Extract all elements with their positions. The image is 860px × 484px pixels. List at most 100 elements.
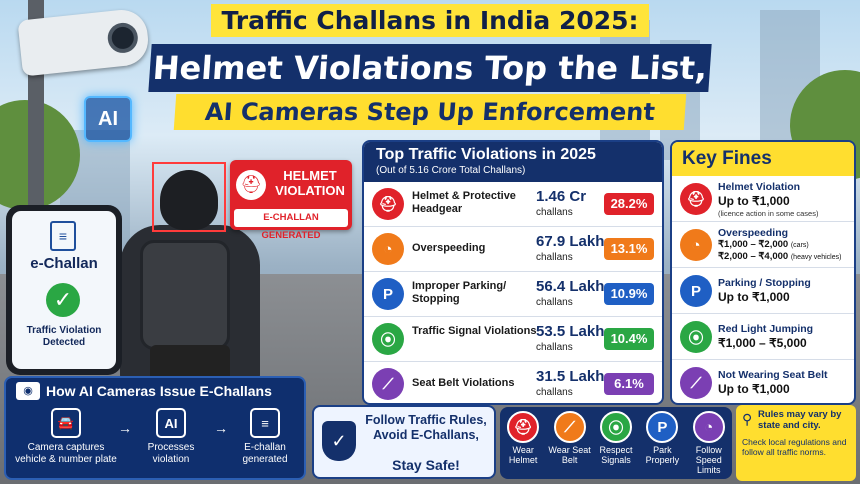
speedometer-icon: ◔	[680, 229, 712, 261]
fine-name: Not Wearing Seat Belt	[718, 369, 828, 381]
fine-note: (cars)	[790, 242, 809, 249]
ai-camera-icon	[17, 7, 151, 77]
helmet-violation-label: HELMET VIOLATION	[275, 168, 345, 198]
echallan-generated-label: E-CHALLAN GENERATED	[234, 209, 348, 241]
key-fines-title: Key Fines	[672, 142, 854, 176]
how-step: ≡ E-challan generated	[228, 408, 302, 466]
fine-row: ⛑ Helmet Violation Up to ₹1,000 (licence…	[672, 176, 854, 222]
fine-amount-heavy: ₹2,000 – ₹4,000	[718, 251, 789, 262]
seatbelt-icon: ⟋	[553, 411, 586, 443]
how-step: AI Processes violation	[136, 408, 206, 466]
helmet-icon: ⛑	[236, 170, 266, 200]
disclaimer-note: ⚲ Rules may vary by state and city. Chec…	[736, 405, 856, 481]
speedometer-icon: ◔	[372, 233, 404, 265]
traffic-light-icon: ⦿	[680, 321, 712, 353]
fine-name: Parking / Stopping	[718, 277, 811, 289]
note-body: Check local regulations and follow all t…	[742, 437, 847, 457]
violation-unit: challans	[536, 297, 573, 308]
violation-name: Overspeeding	[412, 242, 486, 254]
fine-row: ⟋ Not Wearing Seat Belt Up to ₹1,000	[672, 360, 854, 403]
fine-amount: Up to ₹1,000	[718, 194, 790, 208]
parking-icon: P	[680, 275, 712, 307]
key-fines-panel: Key Fines ⛑ Helmet Violation Up to ₹1,00…	[670, 140, 856, 405]
helmet-icon: ⛑	[680, 183, 712, 215]
how-title: How AI Cameras Issue E-Challans	[46, 383, 272, 399]
backpack	[140, 240, 230, 350]
seatbelt-icon: ⟋	[372, 368, 404, 400]
shield-check-icon: ✓	[322, 421, 356, 461]
camera-icon: ◉	[16, 382, 40, 400]
detection-box	[152, 162, 226, 232]
fine-note: (licence action in some cases)	[718, 209, 819, 218]
follow-rules-box: ✓ Follow Traffic Rules, Avoid E-Challans…	[312, 405, 496, 479]
step-label: Camera captures vehicle & number plate	[15, 442, 117, 465]
note-heading: Rules may vary by state and city.	[758, 409, 842, 431]
violations-header: Top Traffic Violations in 2025 (Out of 5…	[364, 142, 662, 182]
fine-amount: Up to ₹1,000	[718, 382, 790, 396]
arrow-icon: →	[214, 420, 228, 436]
helmet-icon: ⛑	[507, 411, 540, 443]
parking-icon: P	[646, 411, 679, 443]
fine-amount: ₹2,000 – ₹4,000 (heavy vehicles)	[718, 251, 841, 262]
fine-name: Overspeeding	[718, 227, 789, 239]
follow-rules-text: Follow Traffic Rules, Avoid E-Challans,	[365, 413, 487, 442]
action-label: Park Properly	[645, 445, 680, 465]
helmet-icon: ⛑	[372, 188, 404, 220]
phone-title: e-Challan	[30, 255, 98, 272]
violation-percent: 10.9%	[604, 283, 654, 305]
traffic-light-icon: ⦿	[372, 323, 404, 355]
violation-row: ⦿ Traffic Signal Violations 53.5 Lakh ch…	[364, 317, 662, 362]
violation-percent: 28.2%	[604, 193, 654, 215]
violation-unit: challans	[536, 387, 573, 398]
location-pin-icon: ⚲	[742, 411, 753, 427]
title-line-2: Helmet Violations Top the List,	[148, 44, 712, 92]
seatbelt-icon: ⟋	[680, 367, 712, 399]
violation-row: P Improper Parking/ Stopping 56.4 Lakh c…	[364, 272, 662, 317]
ai-processor-icon: AI	[156, 408, 186, 438]
rider-helmet	[160, 170, 218, 230]
action-item: ◔ Follow Speed Limits	[687, 411, 731, 479]
action-label: Follow Speed Limits	[695, 445, 722, 475]
document-icon: ≡	[50, 221, 76, 251]
phone-message: Traffic Violation Detected	[26, 325, 102, 348]
action-item: P Park Properly	[640, 411, 684, 479]
violation-percent: 6.1%	[604, 373, 654, 395]
violation-name: Helmet & Protective Headgear	[412, 190, 516, 215]
action-item: ⟋ Wear Seat Belt	[548, 411, 592, 479]
step-label: Processes violation	[147, 442, 195, 465]
title-line-3: AI Cameras Step Up Enforcement	[173, 94, 687, 130]
violation-value: 67.9 Lakh	[536, 233, 605, 250]
document-icon: ≡	[250, 408, 280, 438]
fine-row: ◔ Overspeeding ₹1,000 – ₹2,000 (cars) ₹2…	[672, 222, 854, 268]
ai-chip-icon: AI	[84, 96, 132, 142]
violation-percent: 13.1%	[604, 238, 654, 260]
speedometer-icon: ◔	[692, 411, 725, 443]
stay-safe-text: Stay Safe!	[392, 457, 460, 473]
violation-name: Improper Parking/ Stopping	[412, 280, 507, 305]
violation-row: ◔ Overspeeding 67.9 Lakh challans 13.1%	[364, 227, 662, 272]
phone: ≡ e-Challan ✓ Traffic Violation Detected	[6, 205, 122, 375]
violation-value: 53.5 Lakh	[536, 323, 605, 340]
safety-actions-bar: ⛑ Wear Helmet ⟋ Wear Seat Belt ⦿ Respect…	[500, 407, 732, 479]
violation-row: ⛑ Helmet & Protective Headgear 1.46 Cr c…	[364, 182, 662, 227]
fine-note: (heavy vehicles)	[790, 254, 842, 261]
violations-subtitle: (Out of 5.16 Crore Total Challans)	[376, 165, 526, 176]
violation-percent: 10.4%	[604, 328, 654, 350]
action-label: Wear Helmet	[508, 445, 538, 465]
violation-value: 31.5 Lakh	[536, 368, 605, 385]
how-ai-cameras-panel: ◉ How AI Cameras Issue E-Challans 🚘 Came…	[4, 376, 306, 480]
violations-title: Top Traffic Violations in 2025	[376, 146, 596, 163]
violation-value: 56.4 Lakh	[536, 278, 605, 295]
fine-name: Red Light Jumping	[718, 323, 814, 335]
fine-amount: Up to ₹1,000	[718, 290, 790, 304]
violation-name: Traffic Signal Violations	[412, 325, 537, 337]
arrow-icon: →	[118, 420, 132, 436]
car-icon: 🚘	[51, 408, 81, 438]
violation-unit: challans	[536, 252, 573, 263]
action-label: Respect Signals	[599, 445, 633, 465]
fine-name: Helmet Violation	[718, 181, 801, 193]
parking-icon: P	[372, 278, 404, 310]
action-item: ⛑ Wear Helmet	[501, 411, 545, 479]
violation-unit: challans	[536, 207, 573, 218]
